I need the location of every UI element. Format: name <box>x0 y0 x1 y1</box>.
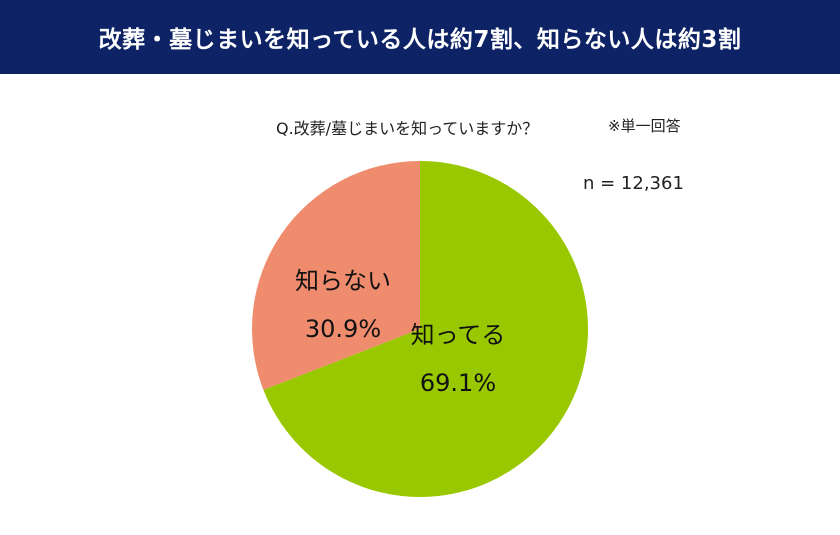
survey-question: Q.改葬/墓じまいを知っていますか？ <box>276 119 539 138</box>
pie-slice-0 <box>263 161 588 497</box>
slice-label-0: 知ってる <box>411 321 506 349</box>
slice-value-label-1: 30.9% <box>305 315 381 343</box>
sample-size: n = 12,361 <box>583 173 684 194</box>
answer-type-note: ※単一回答 <box>608 117 681 135</box>
slice-value-label-0: 69.1% <box>420 369 496 397</box>
slice-label-1: 知らない <box>295 267 391 295</box>
header-bar: 改葬・墓じまいを知っている人は約7割、知らない人は約3割 <box>0 0 840 74</box>
page-title: 改葬・墓じまいを知っている人は約7割、知らない人は約3割 <box>98 27 742 53</box>
pie-slice-1 <box>251 161 420 390</box>
